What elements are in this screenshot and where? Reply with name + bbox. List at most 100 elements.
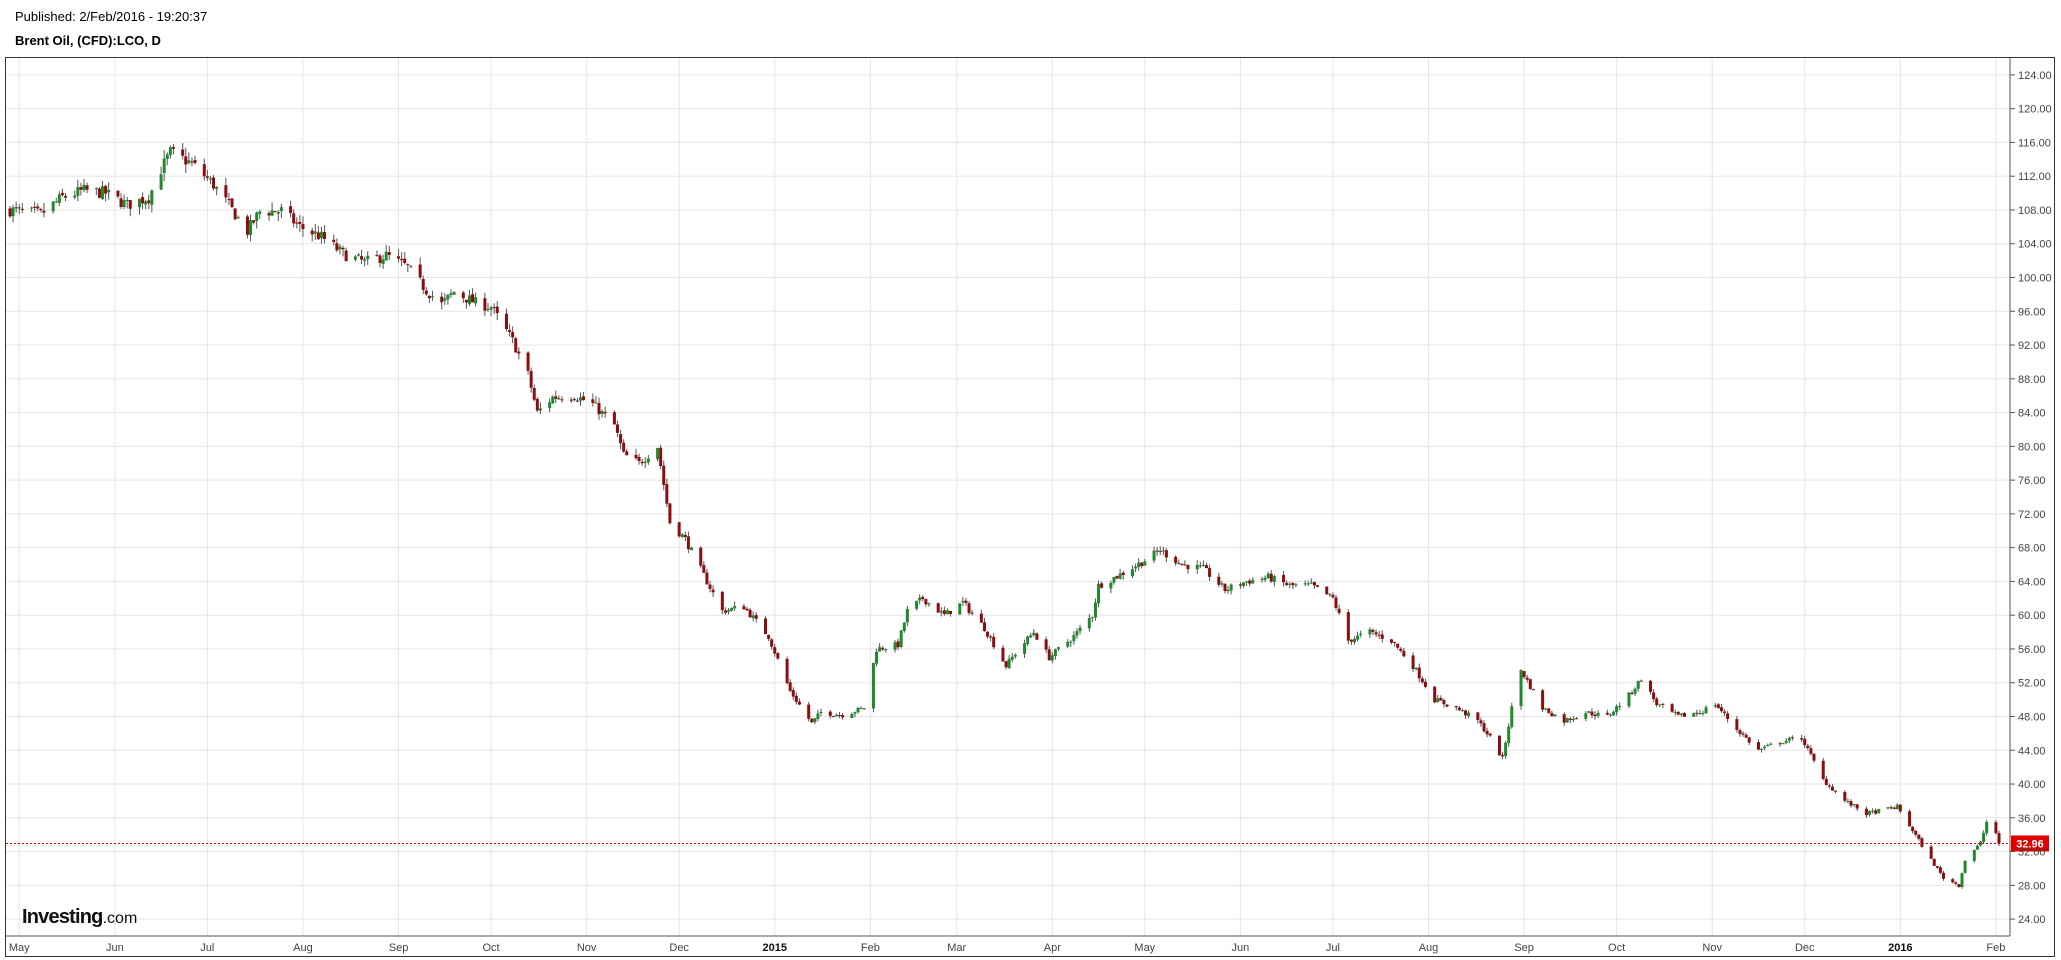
candle-down: [967, 601, 971, 616]
candle-up: [751, 611, 755, 622]
candle-body: [400, 258, 404, 261]
candle-body: [526, 352, 530, 371]
candle-body: [1951, 879, 1955, 883]
candle-up: [1309, 578, 1313, 585]
candle-down: [942, 606, 946, 616]
candle-down: [686, 531, 690, 554]
candle-body: [1445, 704, 1449, 707]
candle-body: [443, 298, 447, 301]
candle-body: [1396, 643, 1400, 648]
candle-down: [634, 449, 638, 461]
candle-up: [1886, 807, 1890, 810]
candle-body: [1744, 734, 1748, 738]
candle-body: [427, 295, 431, 299]
candle-down: [1920, 836, 1924, 848]
candle-down: [1630, 690, 1634, 696]
candle-down: [464, 299, 468, 309]
candle-body: [181, 149, 185, 156]
candle-up: [54, 197, 58, 204]
candle-down: [1402, 647, 1406, 658]
candle-up: [850, 712, 854, 719]
candle-up: [884, 648, 888, 653]
candle-body: [1679, 713, 1683, 715]
candle-body: [816, 713, 820, 719]
candle-body: [1229, 584, 1233, 591]
candle-down: [212, 175, 216, 191]
candle-up: [1565, 717, 1569, 724]
candle-up: [51, 201, 55, 214]
candle-up: [1763, 745, 1767, 751]
candle-up: [1263, 575, 1267, 583]
candle-down: [560, 396, 564, 403]
candle-body: [495, 306, 499, 314]
candle-down: [742, 603, 746, 610]
candle-down: [97, 187, 101, 199]
x-tick-label: Jul: [200, 942, 214, 954]
candle-body: [1457, 707, 1461, 711]
y-tick-label: 108.00: [2018, 205, 2052, 217]
candle-down: [1121, 570, 1125, 580]
candle-down: [612, 410, 616, 425]
candle-down: [104, 184, 108, 202]
candle-body: [1704, 707, 1708, 714]
candle-body: [1390, 639, 1394, 643]
candle-body: [551, 396, 555, 404]
candle-body: [205, 176, 209, 178]
candle-body: [1544, 708, 1548, 710]
candle-body: [1676, 711, 1680, 715]
candle-up: [1553, 713, 1557, 717]
candle-down: [1957, 884, 1961, 888]
candle-body: [1112, 576, 1116, 583]
candle-body: [298, 221, 302, 224]
candle-up: [1137, 558, 1141, 571]
candle-down: [662, 460, 666, 491]
x-tick-label: Aug: [293, 942, 313, 954]
candle-down: [116, 190, 120, 199]
candle-up: [1093, 598, 1097, 621]
candle-up: [1978, 840, 1982, 847]
candle-down: [387, 245, 391, 261]
candle-down: [1864, 806, 1868, 818]
candle-down: [1325, 586, 1329, 595]
candle-body: [1886, 807, 1890, 809]
y-tick-label: 80.00: [2018, 441, 2046, 453]
candle-body: [1661, 703, 1665, 705]
candle-down: [1830, 784, 1834, 791]
candle-down: [1482, 720, 1486, 733]
y-tick-label: 92.00: [2018, 340, 2046, 352]
candle-body: [517, 351, 521, 354]
candle-up: [356, 253, 360, 257]
candle-up: [489, 305, 493, 317]
candle-down: [316, 226, 320, 240]
candle-up: [1673, 709, 1677, 716]
candle-body: [387, 252, 391, 255]
candle-up: [1251, 577, 1255, 584]
candle-body: [989, 636, 993, 638]
candle-body: [1248, 580, 1252, 584]
candle-body: [202, 164, 206, 177]
candle-body: [936, 603, 940, 613]
candle-body: [119, 198, 123, 207]
candle-down: [1522, 670, 1526, 679]
candle-body: [1371, 629, 1375, 632]
candle-body: [514, 338, 518, 353]
candle-body: [665, 484, 669, 504]
candle-body: [1895, 804, 1899, 810]
candle-body: [1713, 705, 1717, 707]
candle-body: [1982, 832, 1986, 843]
candle-body: [39, 209, 43, 211]
candle-body: [982, 622, 986, 632]
candle-down: [705, 568, 709, 585]
candle-body: [1050, 655, 1054, 661]
candle-body: [1630, 692, 1634, 694]
candle-body: [1806, 745, 1810, 748]
candle-body: [1238, 584, 1242, 586]
candle-body: [1525, 677, 1529, 680]
candle-up: [1615, 704, 1619, 716]
candle-body: [138, 198, 142, 208]
candle-body: [1658, 704, 1662, 706]
candle-down: [119, 193, 123, 209]
candle-body: [1201, 564, 1205, 566]
candle-up: [548, 398, 552, 413]
